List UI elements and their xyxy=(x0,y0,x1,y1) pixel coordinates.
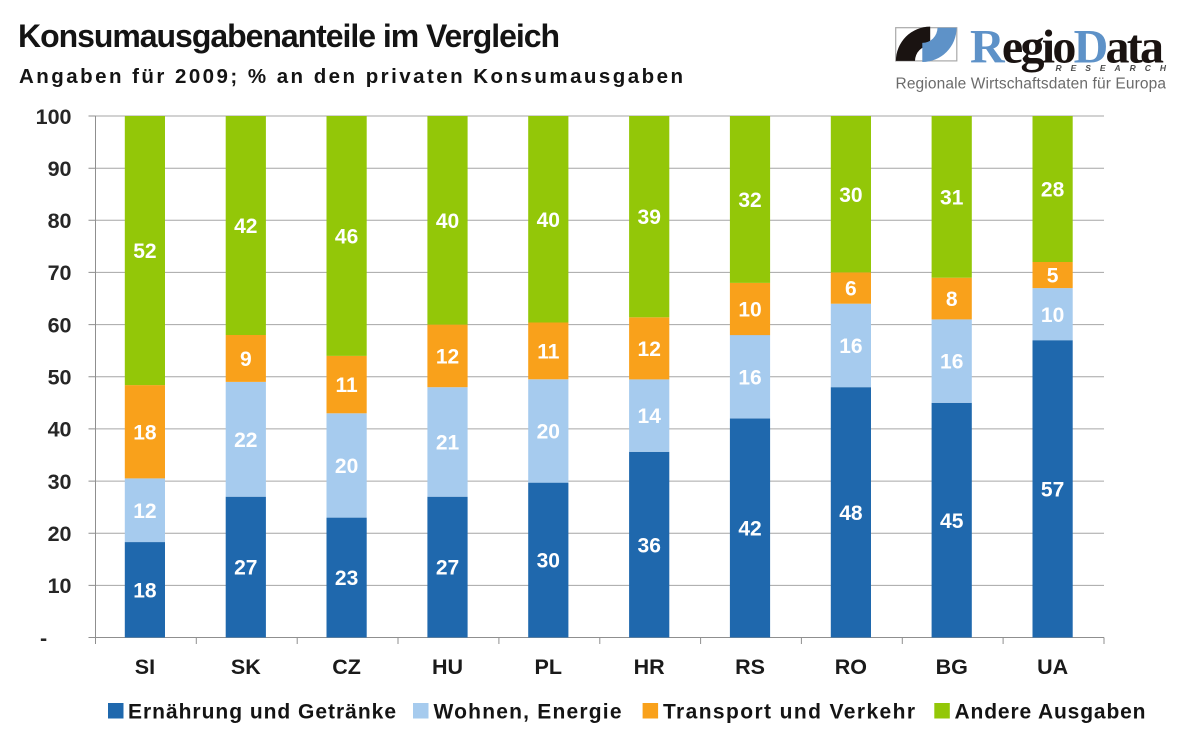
svg-text:30: 30 xyxy=(48,470,72,494)
svg-text:Konsumausgabenanteile im Vergl: Konsumausgabenanteile im Vergleich xyxy=(18,18,560,54)
svg-text:52: 52 xyxy=(133,240,156,263)
svg-text:39: 39 xyxy=(638,206,661,229)
svg-text:20: 20 xyxy=(48,522,72,546)
svg-text:21: 21 xyxy=(436,432,460,455)
svg-text:31: 31 xyxy=(940,186,964,209)
svg-text:Transport und Verkehr: Transport und Verkehr xyxy=(663,701,915,724)
svg-text:CZ: CZ xyxy=(332,655,361,679)
svg-text:50: 50 xyxy=(48,366,72,390)
svg-text:SK: SK xyxy=(231,655,261,679)
svg-text:11: 11 xyxy=(335,374,358,397)
svg-text:RO: RO xyxy=(835,655,867,679)
svg-text:Regionale Wirtschaftsdaten für: Regionale Wirtschaftsdaten für Europa xyxy=(896,76,1167,93)
svg-text:23: 23 xyxy=(335,567,358,590)
svg-text:48: 48 xyxy=(839,502,863,525)
svg-text:16: 16 xyxy=(940,351,963,374)
svg-text:42: 42 xyxy=(738,518,761,541)
svg-text:18: 18 xyxy=(133,421,157,444)
svg-text:14: 14 xyxy=(638,405,662,428)
svg-text:10: 10 xyxy=(738,299,761,322)
svg-text:6: 6 xyxy=(845,278,857,301)
svg-text:SI: SI xyxy=(135,655,155,679)
svg-text:5: 5 xyxy=(1047,265,1059,288)
svg-text:16: 16 xyxy=(738,366,761,389)
svg-text:8: 8 xyxy=(946,288,958,311)
svg-text:9: 9 xyxy=(240,348,252,371)
svg-text:100: 100 xyxy=(36,105,72,129)
svg-text:60: 60 xyxy=(48,313,72,337)
svg-text:42: 42 xyxy=(234,215,257,238)
svg-text:90: 90 xyxy=(48,157,72,181)
svg-text:18: 18 xyxy=(133,579,157,602)
svg-text:40: 40 xyxy=(48,418,72,442)
svg-text:30: 30 xyxy=(537,550,560,573)
svg-text:RegioData: RegioData xyxy=(970,21,1164,74)
svg-text:70: 70 xyxy=(48,261,72,285)
svg-text:28: 28 xyxy=(1041,179,1065,202)
svg-text:40: 40 xyxy=(537,209,560,232)
svg-text:57: 57 xyxy=(1041,479,1064,502)
svg-text:Angaben für 2009; % an den pri: Angaben für 2009; % an den privaten Kons… xyxy=(19,65,683,88)
svg-text:22: 22 xyxy=(234,429,257,452)
svg-text:BG: BG xyxy=(936,655,968,679)
svg-text:12: 12 xyxy=(638,338,661,361)
svg-text:-: - xyxy=(40,626,47,650)
svg-text:12: 12 xyxy=(133,500,156,523)
svg-text:20: 20 xyxy=(335,455,358,478)
svg-text:Wohnen, Energie: Wohnen, Energie xyxy=(434,701,622,724)
svg-text:46: 46 xyxy=(335,226,358,249)
svg-text:20: 20 xyxy=(537,421,560,444)
svg-text:UA: UA xyxy=(1037,655,1068,679)
svg-text:Andere Ausgaben: Andere Ausgaben xyxy=(955,701,1146,724)
svg-text:HU: HU xyxy=(432,655,463,679)
svg-text:36: 36 xyxy=(638,534,661,557)
svg-text:RS: RS xyxy=(735,655,765,679)
svg-text:40: 40 xyxy=(436,210,459,233)
svg-text:27: 27 xyxy=(234,557,257,580)
svg-text:32: 32 xyxy=(738,189,761,212)
svg-text:12: 12 xyxy=(436,346,459,369)
svg-text:PL: PL xyxy=(535,655,562,679)
svg-text:16: 16 xyxy=(839,335,862,358)
svg-text:45: 45 xyxy=(940,510,964,533)
svg-text:30: 30 xyxy=(839,184,862,207)
svg-text:27: 27 xyxy=(436,557,459,580)
svg-text:80: 80 xyxy=(48,209,72,233)
svg-text:Ernährung und Getränke: Ernährung und Getränke xyxy=(128,701,396,724)
svg-text:10: 10 xyxy=(1041,304,1064,327)
svg-text:11: 11 xyxy=(537,341,560,364)
svg-text:10: 10 xyxy=(48,574,72,598)
svg-text:HR: HR xyxy=(634,655,666,679)
